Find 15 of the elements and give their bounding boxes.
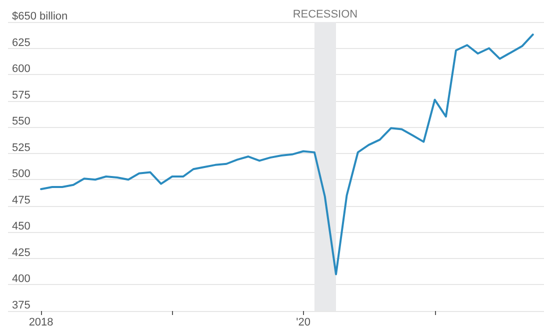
y-tick-label: 550 [12, 116, 30, 128]
y-tick-label: 600 [12, 63, 30, 76]
y-tick-label: 450 [12, 220, 30, 233]
x-tick-label: '20 [296, 316, 310, 328]
y-tick-label: $650 billion [12, 10, 68, 22]
y-tick-label: 575 [12, 89, 30, 102]
y-tick-label: 400 [12, 273, 30, 286]
y-tick-label: 475 [12, 194, 30, 206]
y-tick-label: 375 [12, 300, 30, 312]
x-tick-label: 2018 [28, 316, 54, 328]
y-tick-label: 525 [12, 142, 30, 154]
y-tick-label: 500 [12, 168, 30, 180]
band-label: RECESSION [292, 8, 358, 20]
y-tick-label: 625 [12, 36, 30, 49]
y-tick-label: 425 [12, 246, 30, 259]
